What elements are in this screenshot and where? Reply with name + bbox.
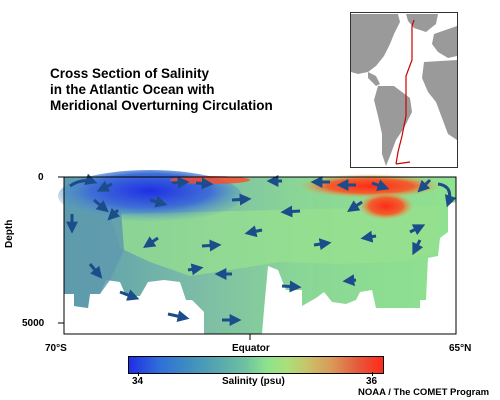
circulation-arrow [313, 238, 332, 251]
circulation-arrow [96, 180, 113, 192]
title-line-1: Cross Section of Salinity [50, 66, 210, 81]
circulation-arrow [437, 182, 457, 208]
circulation-arrow [342, 274, 357, 287]
map-africa [422, 60, 457, 140]
y-tick-label-0: 0 [38, 172, 44, 183]
salinity-cross-section [58, 170, 457, 340]
circulation-arrow [417, 178, 432, 193]
circulation-arrow [231, 193, 252, 206]
locator-map [350, 12, 458, 168]
circulation-arrow [119, 289, 140, 301]
map-transect-line [395, 19, 415, 165]
circulation-arrow [280, 205, 301, 218]
circulation-arrow [93, 198, 109, 213]
section-frame [63, 176, 457, 335]
circulation-arrow [167, 310, 190, 323]
colorbar-min-label: 34 [132, 376, 144, 387]
colorbar-tick-34 [138, 372, 139, 376]
circulation-arrow [69, 173, 98, 188]
circulation-arrow [171, 176, 190, 189]
y-tick-label-5000: 5000 [22, 318, 45, 329]
colorbar-label: Salinity (psu) [222, 376, 285, 387]
salinity-colorbar [128, 356, 384, 374]
circulation-arrow [412, 239, 424, 256]
high-salinity-core [358, 192, 414, 220]
map-greenland [406, 14, 438, 32]
credit-text: NOAA / The COMET Program [358, 387, 490, 398]
title-line-2: in the Atlantic Ocean with [50, 82, 215, 97]
map-europe [432, 26, 457, 58]
colorbar-tick-36 [372, 372, 373, 376]
circulation-arrows [66, 173, 457, 326]
circulation-arrow [371, 179, 390, 191]
map-transect-tail [395, 161, 411, 165]
x-tick-label-65n: 65°N [449, 343, 472, 354]
map-south-america [374, 86, 412, 166]
circulation-arrow [195, 177, 214, 190]
x-tick-label-equator: Equator [232, 343, 270, 354]
map-north-america [351, 14, 400, 74]
circulation-arrow [409, 224, 426, 236]
circulation-arrow [244, 225, 263, 238]
circulation-arrow [360, 230, 377, 243]
high-salinity-surface [298, 174, 442, 198]
circulation-arrow [187, 263, 204, 276]
diagram-title: Cross Section of Salinity in the Atlanti… [50, 66, 273, 114]
circulation-arrow [149, 195, 168, 208]
circulation-arrow [281, 280, 302, 293]
intermediate-water-band [110, 206, 440, 276]
colorbar-max-label: 36 [366, 376, 378, 387]
circulation-arrow [201, 239, 222, 252]
y-axis-label: Depth [4, 219, 15, 248]
circulation-arrow [143, 236, 159, 248]
circulation-arrow [88, 263, 103, 279]
circulation-arrow [107, 207, 121, 221]
circulation-arrow [347, 200, 363, 212]
map-central-america [368, 72, 380, 86]
title-line-3: Meridional Overturning Circulation [50, 98, 273, 113]
x-tick-label-70s: 70°S [45, 343, 67, 354]
